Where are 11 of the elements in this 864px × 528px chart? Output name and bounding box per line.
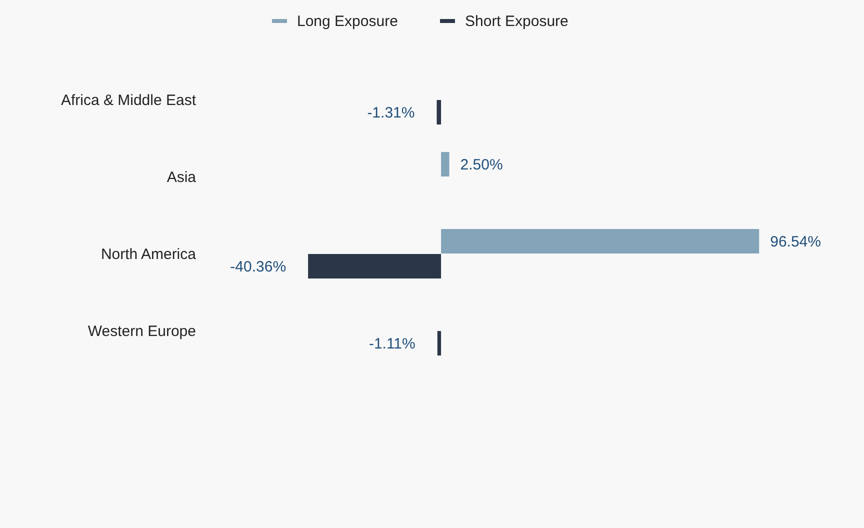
data-label: 2.50% [460, 156, 503, 174]
data-label: -1.11% [368, 336, 416, 352]
legend-label: Long Exposure [297, 13, 398, 30]
data-label: -1.31% [367, 104, 415, 122]
legend-label: Short Exposure [465, 13, 568, 30]
y-tick-label: North America [100, 246, 197, 263]
y-tick-label: Asia [166, 169, 197, 186]
y-tick-label: Africa & Middle East [60, 92, 197, 109]
data-label: 96.54% [770, 234, 821, 250]
data-label: -40.36% [230, 258, 286, 276]
y-tick-label: Western Europe [88, 323, 196, 340]
